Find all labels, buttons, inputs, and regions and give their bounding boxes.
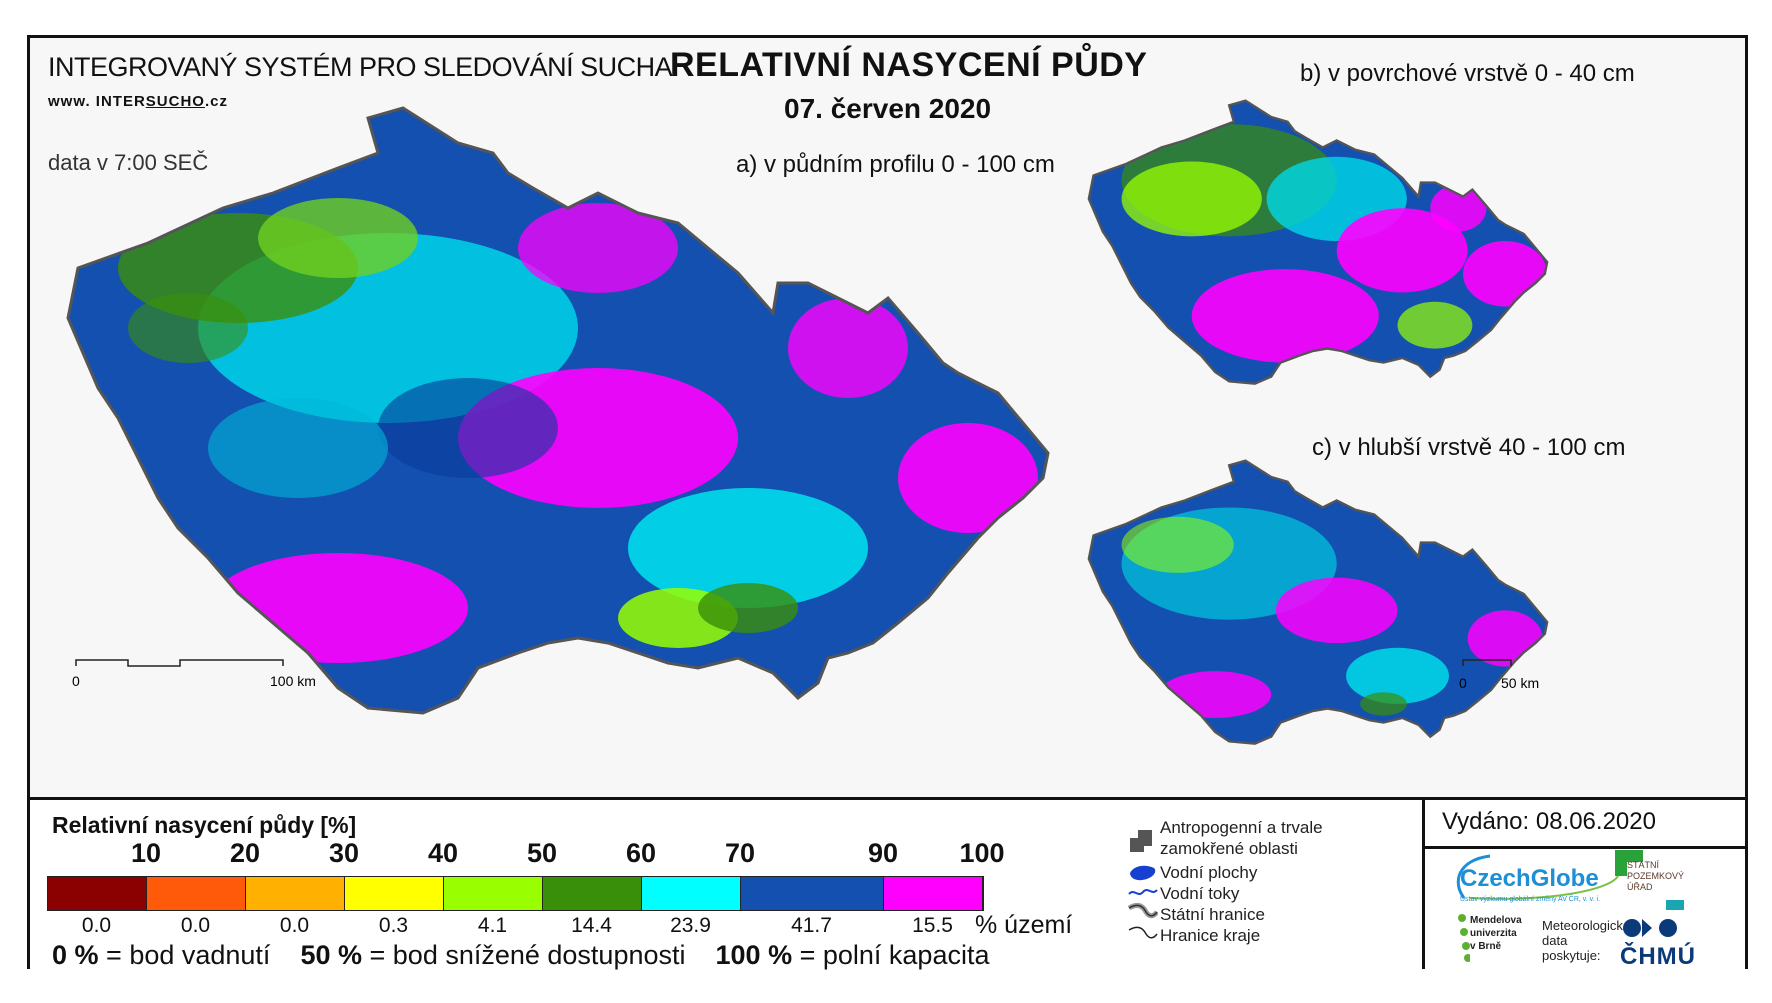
legend-area-value: 23.9 (670, 914, 711, 937)
map-poster: INTEGROVANÝ SYSTÉM PRO SLEDOVÁNÍ SUCHA w… (27, 35, 1748, 970)
legend-tick-label: 90 (867, 838, 899, 868)
legend-class-swatch (642, 877, 741, 910)
key-water-flows: Vodní toky (1160, 884, 1240, 903)
legend-area-value: 41.7 (791, 914, 832, 937)
legend-title: Relativní nasycení půdy [%] (52, 812, 357, 838)
map-a-scale-bar: 0 100 km (72, 659, 316, 689)
legend-area-value: 14.4 (571, 914, 612, 937)
legend-band: Relativní nasycení půdy [%] 10 20 30 40 50 60… (30, 797, 1745, 970)
legend-colorbar (47, 876, 984, 911)
scale-start: 0 (1459, 675, 1467, 691)
state-border-icon (1128, 902, 1158, 919)
legend-class-swatch (345, 877, 444, 910)
legend-area-value: 15.5 (912, 914, 953, 937)
czechglobe-logo-subtitle: Ústav výzkumu globální změny AV ČR, v. v… (1460, 896, 1601, 903)
legend-tick-label: 10 (130, 838, 162, 868)
legend-class-swatch (884, 877, 983, 910)
legend-area-unit: % území (975, 911, 1073, 939)
legend-class-swatch (48, 877, 147, 910)
issued-date: Vydáno: 08.06.2020 (1442, 808, 1656, 835)
scale-end: 50 km (1501, 675, 1539, 691)
chmu-logo-mark (1623, 900, 1684, 937)
legend-definitions: 0 % = bod vadnutí 50 % = bod snížené dos… (52, 940, 990, 970)
legend-tick-label: 60 (625, 838, 657, 868)
legend-area-value: 0.0 (81, 914, 112, 937)
system-title: INTEGROVANÝ SYSTÉM PRO SLEDOVÁNÍ SUCHA (48, 52, 673, 82)
map-c-label: c) v hlubší vrstvě 40 - 100 cm (1312, 434, 1626, 461)
meteo-data-text: Meteorologická data poskytuje: (1542, 918, 1631, 963)
legend-area-value: 0.0 (279, 914, 310, 937)
scale-end: 100 km (270, 673, 316, 689)
anthropogenic-area-icon (1130, 830, 1152, 852)
map-b-label: b) v povrchové vrstvě 0 - 40 cm (1300, 60, 1635, 87)
map-a-label: a) v půdním profilu 0 - 100 cm (736, 151, 1055, 178)
map-c-scale-bar: 0 50 km (1459, 659, 1539, 691)
legend-area-value: 0.0 (180, 914, 211, 937)
legend-area-value: 4.1 (477, 914, 508, 937)
mendel-logo-dots (1458, 914, 1470, 962)
spu-logo-mark (1615, 850, 1627, 876)
region-border-icon (1128, 926, 1158, 939)
legend-class-swatch (741, 877, 884, 910)
mendel-logo: Mendelova univerzita v Brně (1470, 915, 1522, 952)
legend-class-swatch (246, 877, 345, 910)
legend-area-value: 0.3 (378, 914, 409, 937)
divider (1422, 800, 1425, 969)
legend-tick-label: 30 (328, 838, 360, 868)
legend-class-swatch (147, 877, 246, 910)
legend-tick-label: 50 (526, 838, 558, 868)
water-flow-icon (1128, 889, 1158, 895)
legend-tick-label: 20 (229, 838, 261, 868)
spu-logo: STÁTNÍ POZEMKOVÝ ÚŘAD (1627, 860, 1685, 892)
map-c (1087, 459, 1549, 745)
map-date: 07. červen 2020 (784, 93, 992, 124)
legend-tick-label: 70 (724, 838, 756, 868)
key-anthropogenic: Antropogenní a trvale zamokřené oblasti (1160, 818, 1323, 858)
website-link[interactable]: www. INTERSUCHO.cz (48, 93, 228, 110)
czechglobe-logo-swoosh (1456, 854, 1619, 900)
legend-tick-label: 100 (959, 838, 1005, 868)
water-area-icon (1130, 865, 1156, 881)
key-state-border: Státní hranice (1160, 905, 1265, 924)
legend-class-swatch (543, 877, 642, 910)
map-b (1087, 99, 1549, 385)
data-time: data v 7:00 SEČ (48, 150, 209, 175)
chmu-logo: ČHMÚ (1620, 943, 1696, 970)
key-water-areas: Vodní plochy (1160, 863, 1258, 882)
legend-class-swatch (444, 877, 543, 910)
main-title: RELATIVNÍ NASYCENÍ PŮDY (670, 46, 1148, 84)
key-region-border: Hranice kraje (1160, 926, 1261, 945)
scale-start: 0 (72, 673, 80, 689)
legend-tick-label: 40 (427, 838, 459, 868)
czechglobe-logo: CzechGlobe (1460, 865, 1599, 892)
map-a: 0 100 km (66, 106, 1050, 715)
divider (1425, 846, 1745, 849)
